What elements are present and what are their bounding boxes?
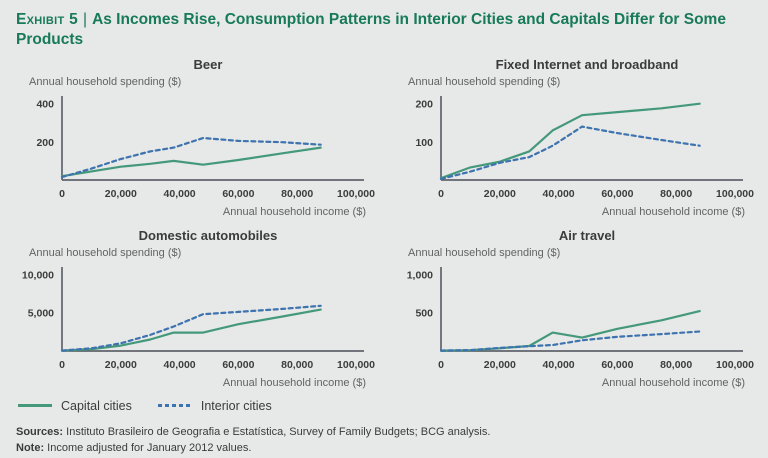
chart-title: Fixed Internet and broadband — [495, 56, 679, 72]
note-line: Note: Income adjusted for January 2012 v… — [16, 441, 752, 457]
solid-line-swatch — [18, 404, 52, 408]
svg-text:400: 400 — [36, 99, 54, 111]
sources-line: Sources: Instituto Brasileiro de Geograf… — [16, 425, 752, 441]
chart-panel-air-travel: Air travel Annual household spending ($)… — [395, 227, 754, 389]
svg-text:20,000: 20,000 — [105, 359, 137, 371]
svg-text:60,000: 60,000 — [222, 359, 254, 371]
dashed-line-swatch — [157, 404, 192, 408]
svg-text:100,000: 100,000 — [716, 188, 754, 200]
title-separator: | — [83, 11, 88, 28]
line-chart-internet: 100 200 0 20,000 40,000 60,000 80,000 100,000 — [415, 95, 754, 200]
page-title: Exhibit 5 | As Incomes Rise, Consumption P… — [16, 10, 728, 51]
y-axis-label: Annual household spending ($) — [29, 246, 182, 259]
exhibit-title-text: As Incomes Rise, Consumption Patterns in… — [16, 11, 726, 49]
legend-label: Interior cities — [200, 398, 272, 413]
footer: Sources: Instituto Brasileiro de Geograf… — [16, 425, 752, 457]
legend-item-interior-cities: Interior cities — [157, 398, 272, 413]
svg-text:80,000: 80,000 — [660, 359, 692, 371]
svg-text:40,000: 40,000 — [543, 188, 575, 200]
svg-text:20,000: 20,000 — [484, 188, 516, 200]
svg-text:0: 0 — [438, 359, 444, 371]
chart-title: Beer — [193, 56, 223, 72]
svg-text:100,000: 100,000 — [337, 188, 375, 200]
svg-text:200: 200 — [36, 137, 54, 149]
svg-text:10,000: 10,000 — [22, 269, 54, 281]
line-chart-air-travel: 500 1,000 0 20,000 40,000 60,000 80,000 100,000 — [407, 266, 754, 371]
svg-text:40,000: 40,000 — [543, 359, 575, 371]
sources-text: Instituto Brasileiro de Geografia e Esta… — [66, 425, 491, 438]
chart-title: Air travel — [558, 227, 616, 243]
svg-text:500: 500 — [415, 308, 433, 320]
svg-text:80,000: 80,000 — [281, 359, 313, 371]
svg-text:0: 0 — [438, 188, 444, 200]
svg-text:0: 0 — [59, 188, 65, 200]
line-chart-automobiles: 5,000 10,000 0 20,000 40,000 60,000 80,000 100,… — [22, 266, 375, 371]
svg-text:20,000: 20,000 — [105, 188, 137, 200]
svg-text:60,000: 60,000 — [601, 188, 633, 200]
x-axis-label: Annual household income ($) — [601, 205, 745, 218]
svg-text:20,000: 20,000 — [484, 359, 516, 371]
x-axis-label: Annual household income ($) — [222, 376, 366, 389]
exhibit-label: Exhibit 5 — [16, 11, 79, 28]
svg-text:60,000: 60,000 — [222, 188, 254, 200]
charts-grid: Beer Annual household spending ($) 200 40… — [16, 56, 754, 389]
chart-title: Domestic automobiles — [138, 227, 278, 243]
svg-text:200: 200 — [415, 99, 433, 111]
y-axis-label: Annual household spending ($) — [408, 75, 561, 88]
svg-text:40,000: 40,000 — [164, 359, 196, 371]
legend-item-capital-cities: Capital cities — [18, 399, 132, 413]
line-chart-beer: 200 400 0 20,000 40,000 60,000 80,000 100,000 — [36, 95, 375, 200]
y-axis-label: Annual household spending ($) — [408, 246, 561, 259]
note-label: Note: — [16, 441, 45, 454]
svg-text:80,000: 80,000 — [660, 188, 692, 200]
x-axis-label: Annual household income ($) — [601, 376, 745, 389]
chart-panel-automobiles: Domestic automobiles Annual household sp… — [16, 227, 375, 389]
svg-text:60,000: 60,000 — [601, 359, 633, 371]
svg-text:80,000: 80,000 — [281, 188, 313, 200]
chart-panel-internet: Fixed Internet and broadband Annual hous… — [395, 56, 754, 218]
sources-label: Sources: — [16, 425, 64, 438]
x-axis-label: Annual household income ($) — [222, 205, 366, 218]
note-text: Income adjusted for January 2012 values. — [47, 441, 252, 454]
svg-text:100,000: 100,000 — [716, 359, 754, 371]
svg-text:5,000: 5,000 — [28, 308, 54, 320]
y-axis-label: Annual household spending ($) — [29, 75, 182, 88]
svg-text:100,000: 100,000 — [337, 359, 375, 371]
chart-panel-beer: Beer Annual household spending ($) 200 40… — [16, 56, 375, 218]
svg-text:100: 100 — [415, 137, 433, 149]
exhibit-header: Exhibit 5 | As Incomes Rise, Consumption P… — [16, 10, 728, 51]
svg-text:0: 0 — [59, 359, 65, 371]
svg-text:1,000: 1,000 — [407, 269, 433, 281]
legend: Capital cities Interior cities — [18, 397, 752, 415]
legend-label: Capital cities — [61, 398, 132, 413]
svg-text:40,000: 40,000 — [164, 188, 196, 200]
